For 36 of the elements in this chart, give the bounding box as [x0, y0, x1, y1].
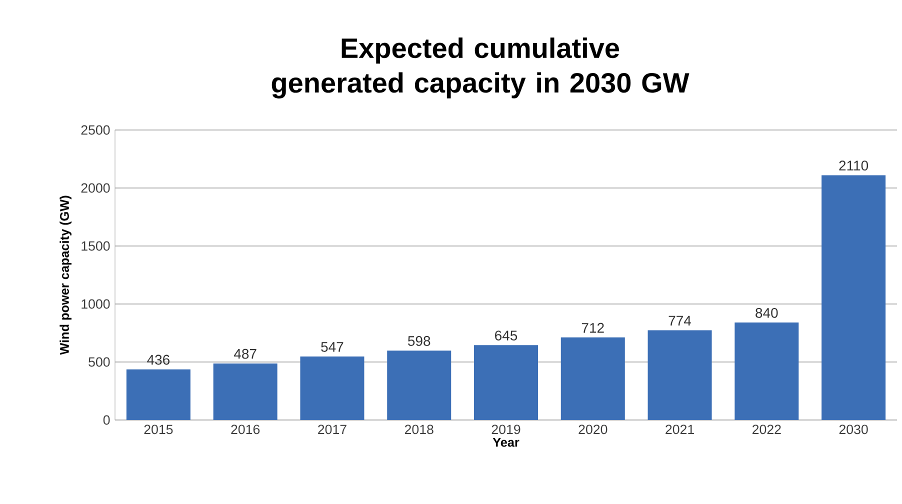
- data-label: 547: [321, 342, 344, 352]
- bar: [560, 337, 625, 420]
- x-tick-label: 2015: [144, 424, 173, 434]
- chart-title: Expected cumulative generated capacity in 2030 GW: [272, 38, 690, 98]
- x-tick-label: 2019: [492, 424, 520, 434]
- x-tick-label: 2021: [666, 424, 694, 434]
- data-label: 598: [408, 336, 430, 346]
- x-tick-label: 2016: [231, 424, 260, 434]
- y-tick-label: 1000: [82, 299, 110, 309]
- bar: [213, 364, 278, 420]
- data-label: 645: [495, 330, 518, 340]
- data-label: 774: [668, 316, 692, 326]
- bar: [387, 350, 452, 420]
- x-tick-label: 2022: [752, 424, 781, 434]
- y-axis-title: Wind power capacity (GW): [60, 196, 72, 355]
- data-label: 487: [234, 348, 256, 359]
- x-tick-label: 2017: [318, 424, 346, 434]
- y-tick-label: 500: [88, 357, 110, 367]
- y-tick-label: 1500: [82, 241, 110, 251]
- bar: [822, 175, 886, 420]
- data-label: 712: [582, 322, 604, 333]
- y-tick-label: 2500: [81, 125, 110, 135]
- x-tick-label: 2018: [404, 424, 434, 434]
- x-tick-label: 2020: [578, 424, 608, 434]
- y-tick-label: 2000: [81, 183, 110, 193]
- data-label: 840: [756, 308, 778, 318]
- bar: [474, 345, 538, 420]
- x-tick-label: 2030: [839, 424, 868, 434]
- x-axis-title: Year: [492, 438, 520, 447]
- bar: [648, 330, 712, 420]
- bar: [126, 369, 190, 420]
- data-label: 436: [147, 354, 170, 365]
- y-tick-label: 0: [103, 415, 110, 425]
- bar: [734, 322, 799, 420]
- data-label: 2110: [839, 160, 868, 171]
- bar: [300, 356, 364, 420]
